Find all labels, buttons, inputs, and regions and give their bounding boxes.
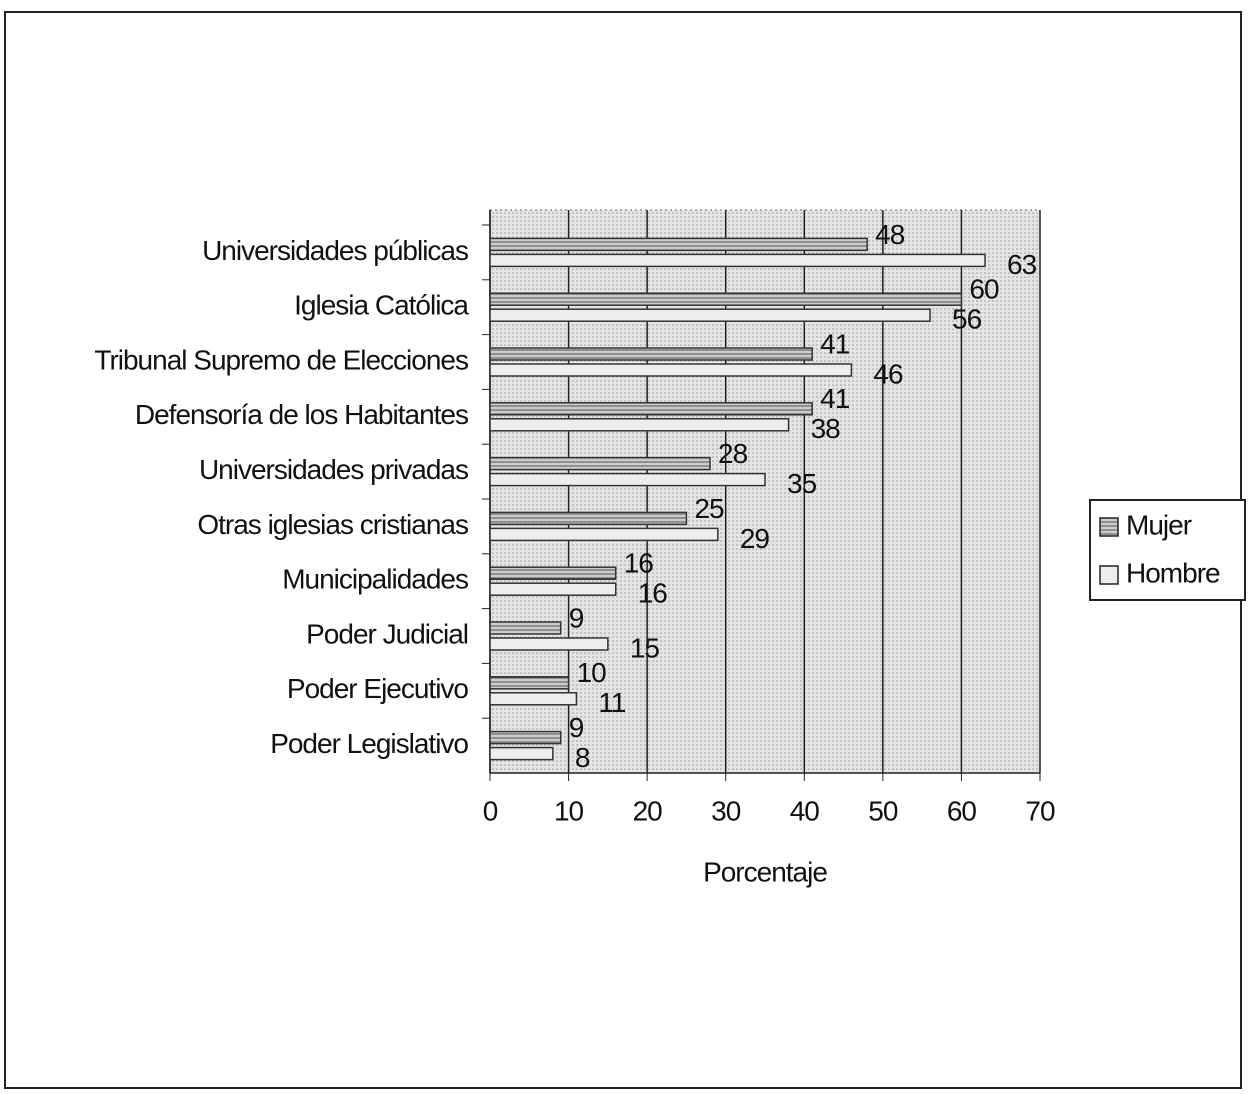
data-label: 48 [875,219,905,250]
x-tick-label: 30 [711,795,741,826]
y-tick-label: Tribunal Supremo de Elecciones [94,344,468,375]
bar [489,511,688,526]
y-tick-label: Municipalidades [282,564,468,595]
bar [489,418,790,432]
bar [489,621,562,635]
bar [489,637,609,651]
data-label: 15 [630,632,660,663]
data-label: 28 [718,438,748,469]
bar [489,676,570,690]
bar [489,292,963,306]
x-axis-label: Porcentaje [703,856,827,887]
bar [489,402,813,416]
legend-swatch [1099,565,1119,585]
data-label: 11 [598,687,625,718]
data-label: 9 [569,602,584,633]
x-tick-label: 20 [633,795,663,826]
legend-swatch [1099,517,1119,537]
data-label: 60 [969,274,999,305]
data-label: 16 [638,578,668,609]
y-tick-label: Universidades públicas [202,235,468,266]
bar [489,566,617,580]
bar [489,253,986,268]
bar [489,308,931,322]
data-label: 35 [787,468,817,499]
data-label: 56 [952,304,982,335]
legend-label: Mujer [1126,509,1192,540]
x-tick-label: 40 [790,795,820,826]
x-tick-label: 60 [947,795,977,826]
bar [489,347,813,361]
data-label: 25 [694,493,724,524]
data-label: 41 [820,383,850,414]
bar [489,746,554,761]
bar [489,237,868,252]
y-tick-label: Universidades privadas [199,454,468,485]
x-tick-label: 0 [483,795,498,826]
bar [489,363,853,377]
bar [489,456,711,471]
data-label: 29 [740,523,770,554]
data-label: 46 [873,358,903,389]
data-label: 63 [1007,249,1037,280]
bar [489,472,766,487]
data-label: 9 [569,712,584,743]
y-tick-label: Defensoría de los Habitantes [135,399,468,430]
data-label: 8 [575,742,590,773]
legend-label: Hombre [1126,557,1220,588]
y-tick-label: Poder Legislativo [270,728,468,759]
bar [489,692,578,706]
data-label: 16 [624,548,654,579]
bar [489,730,562,745]
bar [489,527,719,542]
data-label: 41 [820,328,850,359]
y-tick-label: Otras iglesias cristianas [197,509,468,540]
y-tick-label: Poder Ejecutivo [287,673,469,704]
x-tick-label: 50 [868,795,898,826]
data-label: 38 [811,413,841,444]
y-tick-label: Iglesia Católica [294,290,469,321]
x-tick-label: 70 [1025,795,1055,826]
bar [489,582,617,596]
y-tick-label: Poder Judicial [306,618,468,649]
data-label: 10 [577,657,607,688]
x-tick-label: 10 [554,795,584,826]
